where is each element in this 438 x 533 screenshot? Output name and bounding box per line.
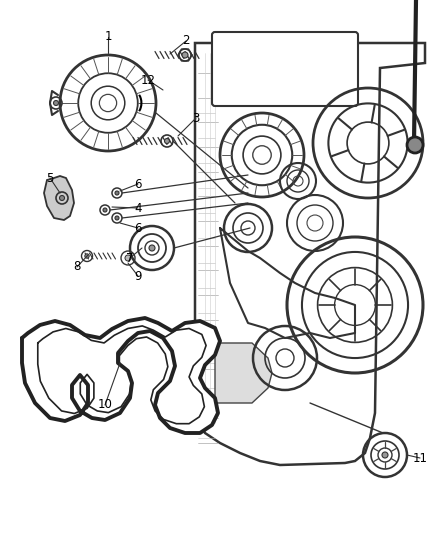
- Circle shape: [103, 208, 107, 212]
- Text: 10: 10: [98, 399, 113, 411]
- Circle shape: [85, 254, 89, 258]
- Polygon shape: [22, 318, 220, 433]
- Text: 12: 12: [141, 74, 155, 86]
- Circle shape: [382, 452, 388, 458]
- Circle shape: [53, 101, 59, 106]
- FancyBboxPatch shape: [212, 32, 358, 106]
- Circle shape: [407, 137, 423, 153]
- Circle shape: [182, 52, 188, 58]
- Text: 7: 7: [126, 252, 134, 264]
- Circle shape: [165, 139, 170, 143]
- Text: 6: 6: [134, 177, 142, 190]
- Text: 9: 9: [134, 270, 142, 282]
- Circle shape: [125, 255, 131, 261]
- Text: 8: 8: [73, 261, 81, 273]
- Text: 5: 5: [46, 172, 54, 184]
- Circle shape: [149, 245, 155, 251]
- Circle shape: [60, 196, 64, 200]
- Polygon shape: [44, 176, 74, 220]
- Text: 11: 11: [413, 451, 427, 464]
- Polygon shape: [215, 343, 272, 403]
- Circle shape: [115, 216, 119, 220]
- Text: 1: 1: [104, 30, 112, 44]
- Text: 2: 2: [182, 35, 190, 47]
- Text: 3: 3: [192, 111, 200, 125]
- Text: 6: 6: [134, 222, 142, 235]
- Circle shape: [115, 191, 119, 195]
- Polygon shape: [195, 43, 425, 465]
- Text: 4: 4: [134, 201, 142, 214]
